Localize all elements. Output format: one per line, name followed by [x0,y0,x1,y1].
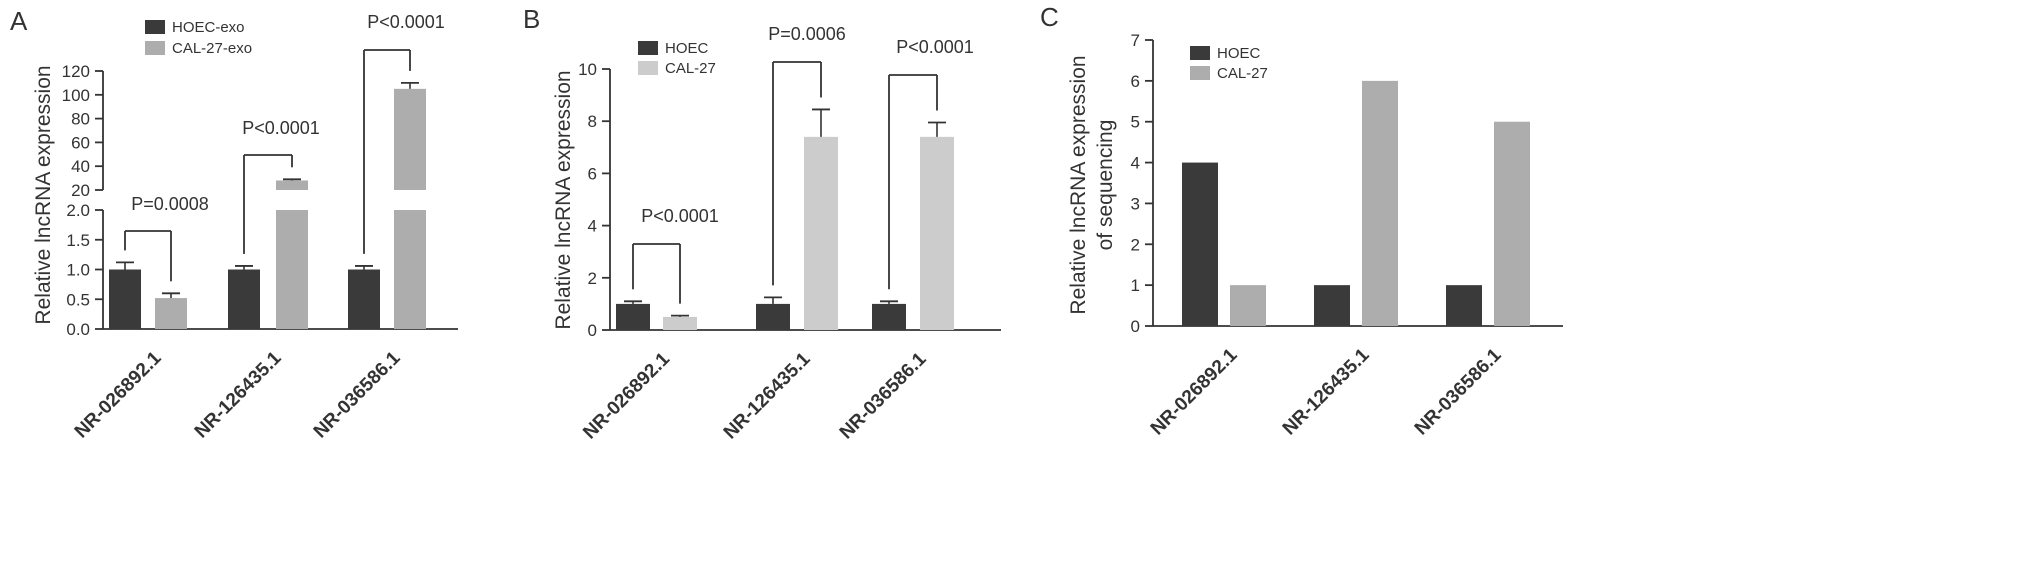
y-tick-label: 20 [71,181,90,200]
y-tick-label: 2.0 [66,201,90,220]
legend-label: HOEC [1217,45,1261,62]
y-tick-label: 120 [62,62,90,81]
p-value-annotation: P<0.0001 [896,37,974,57]
y-tick-label: 3 [1131,194,1140,213]
x-tick-label: NR-126435.1 [191,347,286,442]
bar-hoec-exo [348,269,380,329]
y-tick-label: 2 [1131,235,1140,254]
bar-cal-27-exo-lower [276,210,308,329]
y-axis-label: Relative lncRNA expression [32,65,55,324]
bar-cal-27 [663,316,697,330]
legend-swatch [638,41,658,55]
y-tick-label: 10 [578,60,597,79]
y-tick-label: 2 [588,269,597,288]
y-tick-label: 8 [588,112,597,131]
bar-cal-27 [1230,285,1266,326]
y-tick-label: 4 [588,217,597,236]
panel-label: C [1040,2,1059,32]
p-value-annotation: P<0.0001 [641,206,719,226]
y-tick-label: 6 [588,164,597,183]
legend-swatch [1190,66,1210,80]
y-tick-label: 80 [71,110,90,129]
x-tick-label: NR-026892.1 [1147,344,1242,439]
bar-cal-27-exo [155,298,187,329]
y-tick-label: 100 [62,86,90,105]
legend-swatch [145,41,165,55]
bar-cal-27-exo [394,88,426,190]
bar-hoec [756,303,790,330]
y-tick-label: 6 [1131,72,1140,91]
bar-hoec [1182,162,1218,326]
legend-label: HOEC-exo [172,19,245,36]
x-tick-label: NR-026892.1 [579,348,674,443]
legend-label: CAL-27 [665,60,716,77]
y-axis-label-line-2: of sequencing [1094,120,1117,251]
p-value-annotation: P=0.0008 [131,194,209,214]
panel-label: B [523,4,540,34]
bar-cal-27 [1494,121,1530,326]
legend-label: CAL-27 [1217,65,1268,82]
bar-hoec-exo [109,269,141,329]
y-axis-label: Relative lncRNA expression [552,70,575,329]
bar-hoec [1446,285,1482,326]
p-value-annotation: P=0.0006 [768,24,846,44]
y-tick-label: 1.5 [66,231,90,250]
legend-swatch [638,61,658,75]
y-tick-label: 1 [1131,276,1140,295]
p-value-annotation: P<0.0001 [367,12,445,32]
bar-hoec [1314,285,1350,326]
bar-hoec-exo [228,269,260,329]
y-tick-label: 1.0 [66,261,90,280]
bar-cal-27 [920,136,954,330]
x-tick-label: NR-036586.1 [836,348,931,443]
y-axis-label-line-1: Relative lncRNA expression [1067,55,1090,314]
panel-label: A [10,6,28,36]
y-tick-label: 7 [1131,31,1140,50]
bar-cal-27 [804,136,838,330]
x-tick-label: NR-026892.1 [71,347,166,442]
x-tick-label: NR-126435.1 [1279,344,1374,439]
y-tick-label: 60 [71,133,90,152]
y-tick-label: 4 [1131,154,1140,173]
y-tick-label: 0.0 [66,320,90,339]
legend-label: CAL-27-exo [172,40,252,57]
y-tick-label: 0.5 [66,290,90,309]
bar-hoec [616,303,650,330]
y-tick-label: 0 [588,321,597,340]
x-tick-label: NR-036586.1 [1411,344,1506,439]
bar-cal-27 [1362,80,1398,326]
x-tick-label: NR-126435.1 [720,348,815,443]
y-tick-label: 40 [71,157,90,176]
p-value-annotation: P<0.0001 [242,118,320,138]
legend-label: HOEC [665,40,709,57]
legend-swatch [145,20,165,34]
legend-swatch [1190,46,1210,60]
y-tick-label: 5 [1131,113,1140,132]
bar-cal-27-exo [276,180,308,190]
bar-hoec [872,303,906,330]
bar-cal-27-exo-lower [394,210,426,329]
x-tick-label: NR-036586.1 [310,347,405,442]
y-tick-label: 0 [1131,317,1140,336]
